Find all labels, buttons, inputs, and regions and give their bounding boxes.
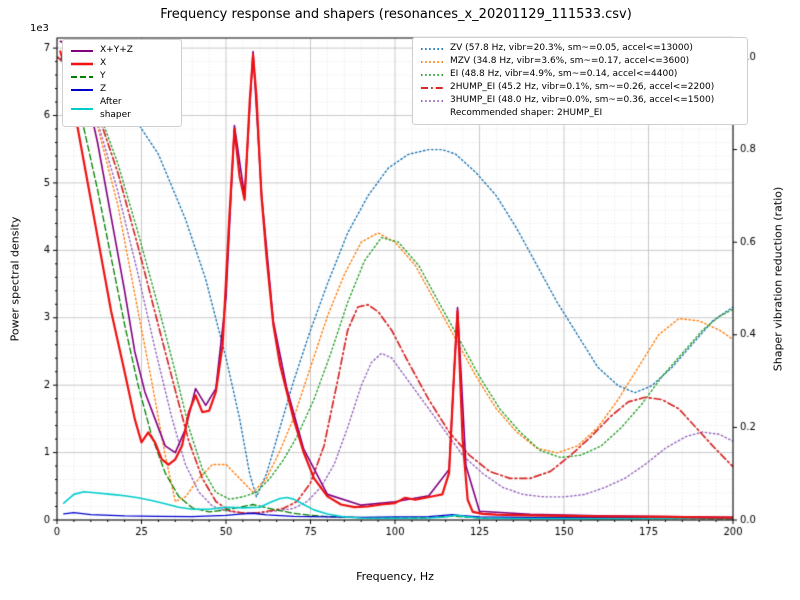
legend-label: EI (48.8 Hz, vibr=4.9%, sm~=0.14, accel<… bbox=[450, 69, 678, 80]
legend-label: X bbox=[100, 58, 107, 69]
legend-psd: X+Y+Z X Y Z After shaper bbox=[62, 39, 182, 128]
legend-line-sample bbox=[71, 62, 93, 65]
legend-item: After shaper bbox=[70, 96, 174, 122]
legend-line-sample bbox=[71, 88, 93, 91]
legend-label: 2HUMP_EI (45.2 Hz, vibr=0.1%, sm~=0.26, … bbox=[450, 82, 715, 93]
chart-title: Frequency response and shapers (resonanc… bbox=[160, 7, 632, 22]
right-y-axis-label: Shaper vibration reduction (ratio) bbox=[771, 186, 785, 372]
legend-label: After shaper bbox=[100, 97, 131, 121]
legend-label: Recommended shaper: 2HUMP_EI bbox=[450, 108, 603, 119]
legend-label: ZV (57.8 Hz, vibr=20.3%, sm~=0.05, accel… bbox=[450, 43, 693, 53]
legend-line-sample bbox=[421, 60, 443, 63]
legend-line-sample bbox=[71, 49, 93, 52]
legend-item: MZV (34.8 Hz, vibr=3.6%, sm~=0.17, accel… bbox=[420, 55, 740, 68]
legend-line-sample bbox=[421, 73, 443, 76]
legend-label: X+Y+Z bbox=[100, 45, 133, 55]
legend-label: 3HUMP_EI (48.0 Hz, vibr=0.0%, sm~=0.36, … bbox=[450, 95, 715, 106]
legend-line-sample bbox=[421, 86, 443, 89]
legend-item: Y bbox=[70, 70, 174, 83]
x-axis-label: Frequency, Hz bbox=[356, 570, 434, 583]
left-y-axis-label: Power spectral density bbox=[8, 216, 22, 342]
legend-line-sample bbox=[71, 75, 93, 78]
legend-item: X+Y+Z bbox=[70, 44, 174, 57]
left-axis-offset-text: 1e3 bbox=[30, 23, 49, 34]
legend-item: EI (48.8 Hz, vibr=4.9%, sm~=0.14, accel<… bbox=[420, 68, 740, 81]
legend-line-sample bbox=[71, 108, 93, 111]
legend-item: Z bbox=[70, 83, 174, 96]
legend-item: X bbox=[70, 57, 174, 70]
legend-label: MZV (34.8 Hz, vibr=3.6%, sm~=0.17, accel… bbox=[450, 56, 690, 67]
legend-item: 3HUMP_EI (48.0 Hz, vibr=0.0%, sm~=0.36, … bbox=[420, 94, 740, 107]
legend-item: ZV (57.8 Hz, vibr=20.3%, sm~=0.05, accel… bbox=[420, 42, 740, 55]
legend-item: 2HUMP_EI (45.2 Hz, vibr=0.1%, sm~=0.26, … bbox=[420, 81, 740, 94]
legend-label: Y bbox=[100, 71, 106, 82]
legend-line-sample bbox=[421, 47, 443, 50]
legend-line-sample bbox=[421, 99, 443, 102]
legend-item: Recommended shaper: 2HUMP_EI bbox=[420, 107, 740, 120]
legend-shapers: ZV (57.8 Hz, vibr=20.3%, sm~=0.05, accel… bbox=[412, 37, 748, 126]
legend-label: Z bbox=[100, 84, 107, 95]
legend-line-sample bbox=[420, 109, 444, 119]
